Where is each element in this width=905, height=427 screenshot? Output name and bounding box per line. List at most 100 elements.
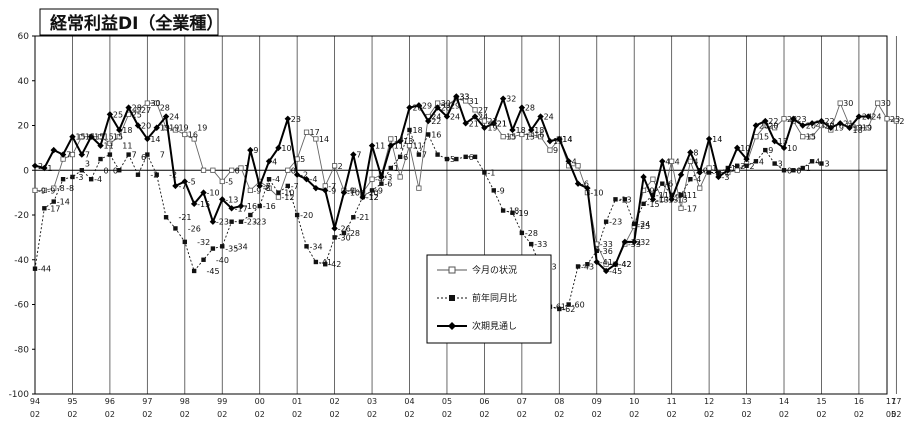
data-label-series0-56: 14 — [562, 135, 572, 144]
data-label-series2-13: 19 — [160, 124, 170, 133]
data-label-series2-46: 21 — [469, 119, 479, 128]
x-tick-label-quarter-01: 02 — [292, 410, 302, 419]
point-series0-67 — [659, 196, 665, 202]
data-label-series2-38: 11 — [394, 142, 404, 151]
data-label-series0-15: 19 — [178, 124, 188, 133]
data-label-series0-62: -42 — [618, 260, 631, 269]
data-label-series0-91: 23 — [890, 115, 900, 124]
data-label-series2-3: 7 — [66, 151, 71, 160]
data-label-series0-13: 28 — [160, 104, 170, 113]
data-label-series2-18: -10 — [207, 189, 220, 198]
legend-label-current: 今月の状況 — [472, 264, 517, 276]
point-series2-26 — [275, 144, 282, 152]
x-tick-label-quarter-02: 02 — [330, 410, 340, 419]
x-tick-label-year-02: 02 — [330, 397, 340, 406]
point-series0-90 — [875, 100, 881, 106]
point-series2-83 — [808, 120, 816, 127]
point-series0-66 — [650, 176, 656, 182]
data-label-series1-10: 7 — [132, 151, 137, 160]
data-label-series0-55: 9 — [553, 146, 558, 155]
point-series2-57 — [565, 158, 572, 165]
data-label-series2-81: 23 — [796, 115, 806, 124]
series-line-2 — [34, 93, 869, 273]
point-series2-72 — [705, 135, 713, 143]
x-tick-label-quarter-03: 02 — [367, 410, 377, 419]
data-label-series2-34: 7 — [356, 151, 361, 160]
point-series2-31 — [322, 187, 329, 194]
data-label-series1-37: -6 — [384, 180, 392, 189]
point-series1-21 — [229, 219, 234, 224]
x-tick-label-quarter-14: 02 — [779, 410, 789, 419]
point-series0-0 — [32, 187, 38, 193]
data-label-series1-48: -1 — [487, 168, 495, 177]
data-label-series0-49: 21 — [497, 119, 507, 128]
point-series1-48 — [482, 170, 487, 175]
data-label-series0-72: 1 — [712, 164, 717, 173]
data-label-series2-82: 20 — [806, 122, 816, 131]
data-label-series1-29: -34 — [310, 242, 323, 251]
data-label-series0-28: 5 — [300, 155, 305, 164]
point-series2-9 — [116, 126, 123, 134]
point-series0-48 — [481, 118, 488, 124]
x-tick-label-quarter-99: 02 — [217, 410, 227, 419]
data-label-series1-0: -44 — [38, 265, 51, 274]
data-label-series0-27: 0 — [291, 166, 296, 175]
data-label-series1-20: -35 — [225, 245, 238, 254]
point-series2-10 — [125, 104, 132, 111]
point-series2-64 — [631, 238, 638, 246]
data-label-series0-10: 25 — [132, 110, 142, 119]
x-tick-label-year-11: 11 — [667, 397, 677, 406]
data-label-series0-12: 30 — [150, 99, 160, 108]
data-label-series0-8: 15 — [113, 133, 123, 142]
point-series0-36 — [369, 176, 375, 182]
point-series2-48 — [481, 124, 488, 131]
point-series2-85 — [827, 124, 835, 131]
point-series2-86 — [836, 120, 844, 127]
x-tick-label-quarter-97: 02 — [142, 410, 152, 419]
point-series2-82 — [799, 122, 806, 129]
data-label-series2-17: -15 — [197, 200, 210, 209]
point-series1-33 — [341, 230, 347, 236]
point-series1-39 — [397, 154, 403, 160]
point-series1-45 — [454, 156, 459, 162]
x-tick-label-quarter-96: 02 — [105, 410, 115, 419]
data-label-series2-41: 29 — [422, 101, 432, 110]
data-label-series1-7: 0 — [104, 166, 109, 175]
data-label-series0-43: 30 — [441, 99, 451, 108]
point-series2-11 — [134, 122, 142, 129]
x-tick-label-year-01: 01 — [292, 397, 302, 406]
point-series2-37 — [378, 173, 385, 181]
point-series0-70 — [687, 158, 693, 164]
point-series2-41 — [415, 102, 423, 109]
x-tick-label-year-15: 15 — [816, 397, 826, 406]
data-label-series1-66: -11 — [656, 191, 669, 200]
data-label-series1-18: -45 — [207, 267, 220, 276]
legend-marker-outlook — [448, 322, 456, 330]
data-label-series1-40: 18 — [413, 126, 423, 135]
x-tick-label-year-94: 94 — [30, 397, 40, 406]
point-series2-52 — [518, 104, 526, 111]
point-series1-67 — [660, 181, 665, 186]
point-series0-27 — [285, 167, 291, 173]
point-series1-82 — [800, 165, 805, 171]
x-tick-label-quarter-16: 02 — [854, 410, 864, 419]
data-label-series0-64: -25 — [637, 222, 650, 231]
data-label-series1-21: -34 — [235, 242, 248, 251]
data-label-series2-84: 22 — [824, 117, 834, 126]
data-label-series2-42: 22 — [431, 117, 441, 126]
point-series0-47 — [472, 107, 478, 113]
point-series2-43 — [434, 104, 441, 111]
point-series1-32 — [332, 235, 337, 240]
y-tick-label--80: -80 — [14, 345, 29, 355]
point-series2-87 — [846, 124, 853, 131]
point-series2-46 — [462, 120, 469, 127]
point-series1-14 — [163, 215, 169, 220]
point-series2-80 — [780, 144, 788, 152]
point-series2-79 — [771, 137, 778, 145]
data-label-series2-15: -7 — [178, 182, 186, 191]
x-tick-label-quarter-94: 02 — [30, 410, 40, 419]
point-series1-29 — [304, 244, 309, 249]
y-tick-label--40: -40 — [14, 256, 29, 266]
point-series2-33 — [340, 189, 348, 196]
